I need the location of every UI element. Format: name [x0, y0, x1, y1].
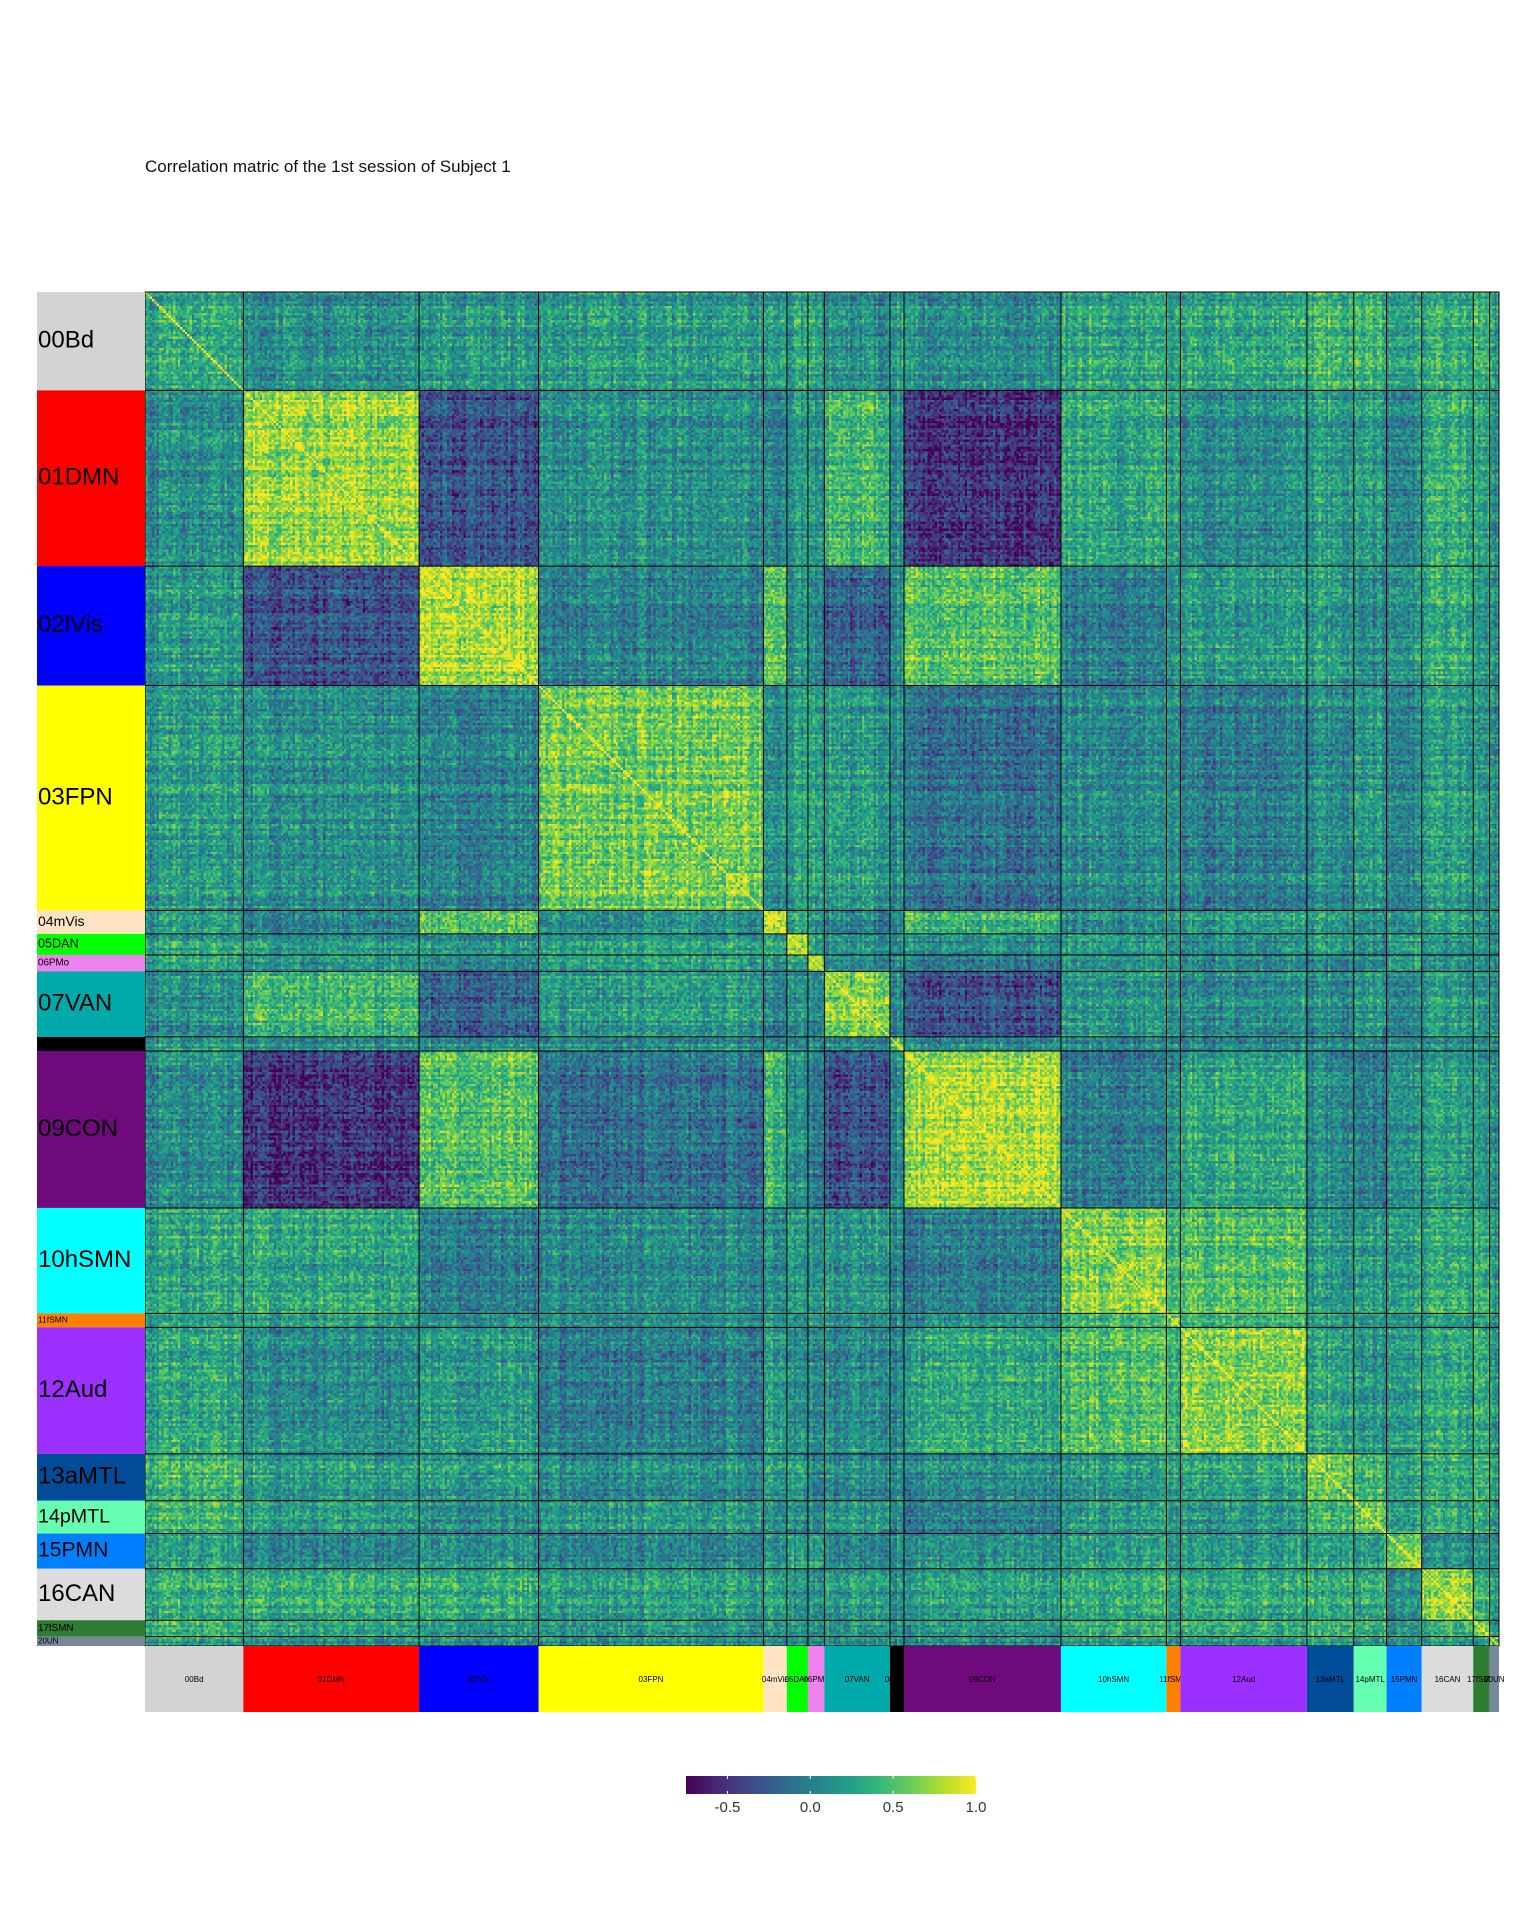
row-network-label-06PMo: 06PMo [38, 958, 70, 969]
col-network-bar-09CON [903, 1646, 1061, 1712]
col-network-bar-01DMN [243, 1646, 420, 1712]
col-network-bar-04mVis [763, 1646, 787, 1712]
col-network-label-00Bd: 00Bd [185, 1675, 204, 1684]
col-network-bar-00Bd [145, 1646, 244, 1712]
row-network-bar-05DAN [37, 933, 145, 955]
col-network-label-10hSMN: 10hSMN [1098, 1675, 1129, 1684]
row-network-label-09CON: 09CON [38, 1115, 118, 1142]
row-network-bar-06PMo [37, 954, 145, 972]
col-network-bar-10hSMN [1060, 1646, 1167, 1712]
colorbar-tick-label-3: 1.0 [966, 1799, 987, 1816]
row-network-label-12Aud: 12Aud [38, 1376, 107, 1403]
col-network-bar-06PMo [807, 1646, 825, 1712]
col-network-bar-11fSMN [1166, 1646, 1181, 1712]
col-network-label-05DAN: 05DAN [785, 1675, 811, 1684]
row-network-bar-20UN [37, 1636, 145, 1646]
col-network-bar-03FPN [538, 1646, 764, 1712]
col-network-bar-02lVis [419, 1646, 539, 1712]
row-network-label-03FPN: 03FPN [38, 783, 113, 810]
heatmap-cells [145, 292, 1499, 1646]
row-network-bar-01DMN [37, 390, 145, 567]
col-network-label-15PMN: 15PMN [1391, 1675, 1418, 1684]
col-network-bar-14pMTL [1353, 1646, 1387, 1712]
col-network-label-04mVis: 04mVis [762, 1675, 789, 1684]
colorbar [686, 1776, 976, 1794]
row-network-label-07VAN: 07VAN [38, 989, 112, 1016]
row-network-label-01DMN: 01DMN [38, 464, 119, 491]
colorbar-tick-label-1: 0.0 [800, 1799, 821, 1816]
row-network-bar-10hSMN [37, 1207, 145, 1314]
col-network-bar-05DAN [786, 1646, 808, 1712]
row-network-bar-14pMTL [37, 1500, 145, 1534]
col-network-bar-13aMTL [1306, 1646, 1354, 1712]
col-network-label-11fSMN: 11fSMN [1159, 1675, 1188, 1684]
col-network-label-09CON: 09CON [969, 1675, 996, 1684]
row-network-label-10hSMN: 10hSMN [38, 1246, 131, 1273]
row-network-label-05DAN: 05DAN [38, 937, 79, 951]
col-network-label-08SLC: 08SLC [885, 1675, 910, 1684]
row-network-bar-04mVis [37, 910, 145, 934]
col-network-bar-08SLC [889, 1646, 904, 1712]
col-network-label-02lVis: 02lVis [468, 1675, 490, 1684]
row-network-bar-07VAN [37, 971, 145, 1037]
row-network-bar-02lVis [37, 566, 145, 686]
row-network-label-17fSMN: 17fSMN [38, 1623, 74, 1634]
col-network-bar-16CAN [1421, 1646, 1474, 1712]
row-network-bar-03FPN [37, 685, 145, 911]
row-network-bar-15PMN [37, 1533, 145, 1569]
colorbar-tick-label-2: 0.5 [883, 1799, 904, 1816]
col-network-bar-15PMN [1386, 1646, 1422, 1712]
colorbar-tick-label-0: -0.5 [714, 1799, 740, 1816]
col-network-label-07VAN: 07VAN [845, 1675, 870, 1684]
chart-title: Correlation matric of the 1st session of… [145, 157, 511, 176]
col-network-bar-17fSMN [1473, 1646, 1490, 1712]
col-network-label-12Aud: 12Aud [1232, 1675, 1255, 1684]
row-network-label-08SLC: 08SLC [38, 1038, 64, 1048]
row-network-bar-16CAN [37, 1568, 145, 1621]
col-network-label-20UN: 20UN [1484, 1675, 1505, 1684]
row-network-bar-13aMTL [37, 1453, 145, 1501]
row-network-label-16CAN: 16CAN [38, 1580, 115, 1607]
col-network-label-16CAN: 16CAN [1435, 1675, 1461, 1684]
row-network-label-11fSMN: 11fSMN [38, 1315, 68, 1325]
row-network-bar-12Aud [37, 1327, 145, 1454]
col-network-label-13aMTL: 13aMTL [1316, 1675, 1346, 1684]
col-network-label-17fSMN: 17fSMN [1467, 1675, 1496, 1684]
row-network-bar-11fSMN [37, 1313, 145, 1328]
row-network-bar-08SLC [37, 1036, 145, 1051]
col-network-label-03FPN: 03FPN [639, 1675, 664, 1684]
col-network-bar-07VAN [824, 1646, 890, 1712]
row-network-bar-00Bd [37, 292, 145, 391]
col-network-bar-12Aud [1180, 1646, 1307, 1712]
row-network-bar-17fSMN [37, 1620, 145, 1637]
row-network-label-13aMTL: 13aMTL [38, 1463, 126, 1490]
row-network-label-00Bd: 00Bd [38, 327, 94, 354]
row-network-label-14pMTL: 14pMTL [38, 1505, 110, 1527]
row-network-label-20UN: 20UN [38, 1636, 59, 1645]
row-network-label-02lVis: 02lVis [38, 611, 103, 638]
col-network-bar-20UN [1489, 1646, 1499, 1712]
row-network-label-15PMN: 15PMN [38, 1539, 108, 1562]
row-network-bar-09CON [37, 1050, 145, 1208]
col-network-label-06PMo: 06PMo [803, 1675, 829, 1684]
row-network-label-04mVis: 04mVis [38, 913, 85, 929]
col-network-label-01DMN: 01DMN [318, 1675, 345, 1684]
col-network-label-14pMTL: 14pMTL [1355, 1675, 1385, 1684]
